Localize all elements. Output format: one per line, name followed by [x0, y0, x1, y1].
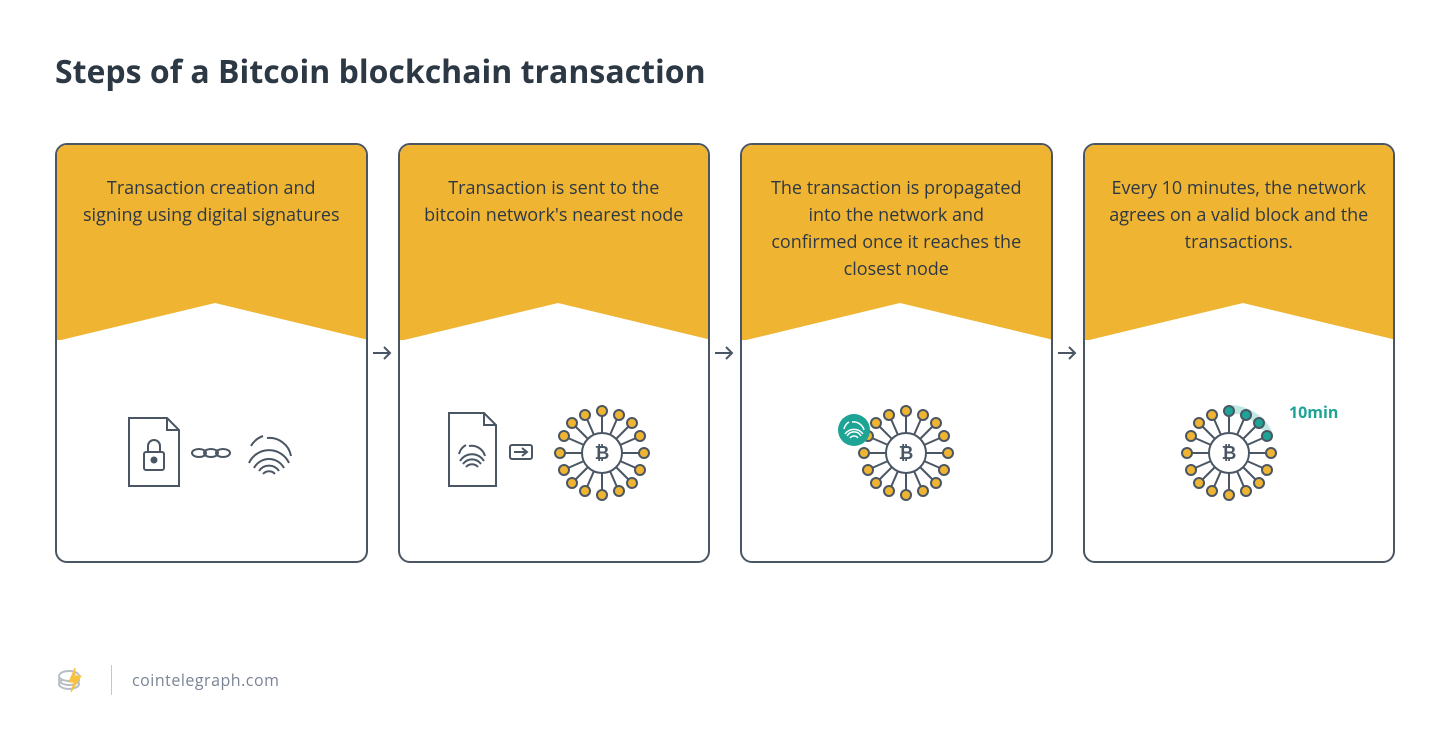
svg-text:₿: ₿ — [1221, 441, 1236, 465]
arrow-2 — [710, 343, 740, 363]
arrow-3 — [1053, 343, 1083, 363]
step-card-3: The transaction is propagated into the n… — [740, 143, 1053, 563]
step-body-3: ₿ — [742, 340, 1051, 563]
step-text-1: Transaction creation and signing using d… — [81, 175, 342, 229]
step-body-1 — [57, 340, 366, 563]
step-text-2: Transaction is sent to the bitcoin netwo… — [424, 175, 685, 229]
time-label: 10min — [1289, 401, 1338, 423]
footer: cointelegraph.com — [55, 662, 279, 698]
confirmed-network-icon: ₿ — [816, 398, 976, 508]
svg-text:₿: ₿ — [899, 441, 914, 465]
step-text-3: The transaction is propagated into the n… — [766, 175, 1027, 283]
arrow-1 — [368, 343, 398, 363]
step-card-4: Every 10 minutes, the network agrees on … — [1083, 143, 1396, 563]
step-header-1: Transaction creation and signing using d… — [57, 145, 366, 340]
timed-network-icon: ₿ — [1139, 398, 1339, 508]
svg-text:₿: ₿ — [594, 441, 609, 465]
doc-to-network-icon: ₿ — [434, 398, 674, 508]
cointelegraph-logo-icon — [55, 662, 91, 698]
step-body-4: ₿ — [1085, 340, 1394, 563]
footer-divider — [111, 665, 112, 695]
step-header-3: The transaction is propagated into the n… — [742, 145, 1051, 340]
step-header-2: Transaction is sent to the bitcoin netwo… — [400, 145, 709, 340]
footer-site: cointelegraph.com — [132, 669, 279, 691]
steps-row: Transaction creation and signing using d… — [55, 143, 1395, 563]
step-card-1: Transaction creation and signing using d… — [55, 143, 368, 563]
step-text-4: Every 10 minutes, the network agrees on … — [1109, 175, 1370, 256]
step-header-4: Every 10 minutes, the network agrees on … — [1085, 145, 1394, 340]
doc-chain-fingerprint-icon — [111, 408, 311, 498]
page-title: Steps of a Bitcoin blockchain transactio… — [55, 50, 1395, 93]
step-body-2: ₿ — [400, 340, 709, 563]
step-card-2: Transaction is sent to the bitcoin netwo… — [398, 143, 711, 563]
